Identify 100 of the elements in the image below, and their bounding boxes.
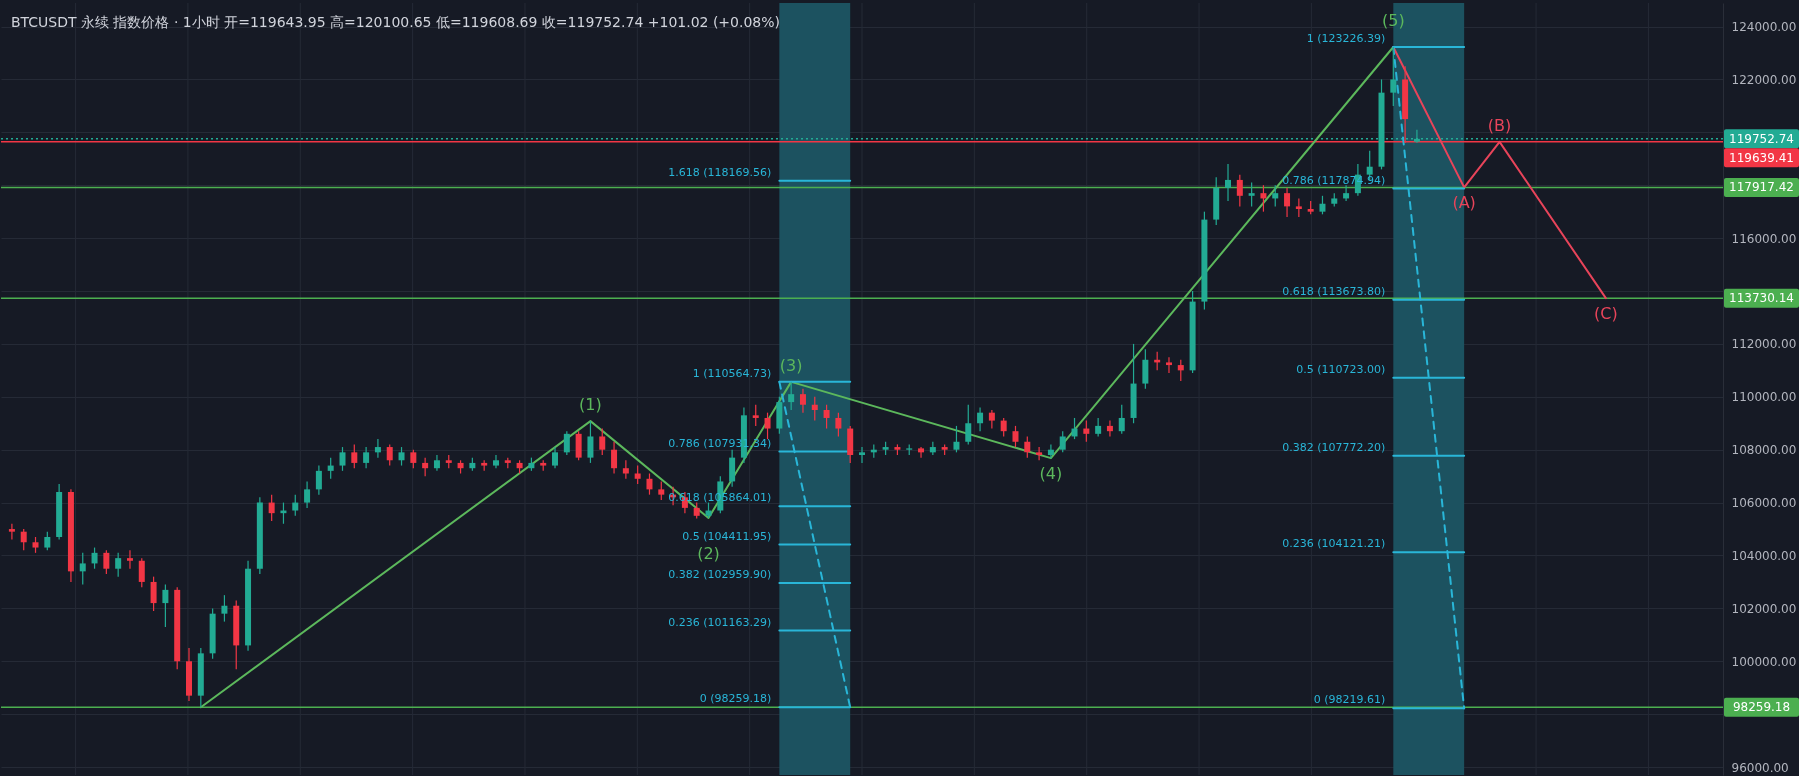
candlestick: [162, 583, 169, 628]
candlestick: [126, 549, 133, 570]
candlestick: [1284, 187, 1291, 218]
candlestick: [1319, 195, 1326, 215]
candlestick: [752, 404, 759, 427]
series-label: 0.236 (104121.21): [1282, 537, 1386, 551]
candlestick: [859, 446, 865, 464]
candlestick: [1036, 446, 1043, 461]
y-tick-label: 96000.00: [1731, 760, 1789, 775]
candlestick: [1012, 425, 1019, 448]
series-label: 0.5 (104411.95): [682, 529, 772, 543]
candlestick: [563, 430, 570, 456]
annotation: (4): [1039, 464, 1063, 484]
candlestick: [835, 412, 842, 438]
y-tick-label: 108000.00: [1731, 443, 1797, 458]
y-tick-label: 106000.00: [1731, 496, 1797, 511]
candlestick: [1236, 174, 1243, 207]
candlestick: [634, 464, 641, 485]
candlestick: [788, 381, 795, 411]
line-series: [199, 46, 1395, 709]
candlestick: [79, 552, 86, 586]
candlestick: [315, 464, 322, 496]
candlestick: [1024, 435, 1031, 459]
candlestick: [1225, 163, 1232, 202]
candlestick: [953, 425, 960, 453]
series-label: 0.382 (107772.20): [1282, 440, 1386, 454]
series-label: 1 (123226.39): [1306, 32, 1386, 45]
candlestick: [8, 523, 15, 541]
text: BTCUSDT 永续 指数价格 · 1小时 开=119643.95 高=120100.65 低=119608.69 收=119752.74 +101.02 (+0.08%): [11, 14, 781, 30]
y-tick-label: 122000.00: [1731, 72, 1797, 87]
series-label: 0.236 (101163.29): [668, 615, 772, 629]
candlestick: [1295, 197, 1302, 218]
series-label: 1.618 (118169.56): [668, 165, 772, 179]
candlestick: [811, 396, 818, 422]
candlestick: [965, 404, 972, 446]
candlestick: [351, 443, 358, 469]
series-label: 0 (98259.18): [699, 692, 772, 706]
candlestick: [363, 446, 370, 469]
candlestick: [292, 494, 299, 517]
candlestick: [988, 409, 995, 430]
candlestick: [658, 480, 665, 501]
candlestick: [1083, 420, 1090, 443]
series-label: 0.5 (110723.00): [1296, 362, 1386, 376]
series-label: 0.618 (113673.80): [1282, 284, 1386, 298]
y-tick-label: 102000.00: [1731, 601, 1797, 616]
candlestick: [764, 412, 771, 440]
candlestick: [1095, 417, 1102, 438]
y-tick-label: 110000.00: [1731, 390, 1797, 405]
annotation: (A): [1452, 193, 1476, 213]
line-series: [1392, 46, 1607, 300]
candlestick: [20, 528, 27, 551]
candlestick: [823, 404, 830, 430]
candlestick: [1118, 404, 1125, 435]
candlestick: [268, 494, 275, 522]
candlestick: [304, 480, 311, 509]
ref-line-label: 98259.18: [1732, 700, 1791, 715]
annotation: (1): [579, 395, 602, 415]
y-tick-label: 100000.00: [1731, 654, 1797, 669]
series-label: 1 (110564.73): [692, 366, 772, 380]
candlestick: [799, 388, 806, 414]
candlestick: [599, 427, 606, 456]
annotation: (B): [1487, 115, 1512, 135]
candlestick: [339, 446, 346, 472]
candlestick: [1248, 181, 1255, 207]
candlestick: [91, 546, 98, 570]
candlestick: [422, 457, 429, 477]
candlestick: [918, 446, 925, 459]
annotation: (2): [697, 543, 720, 563]
candlestick: [1390, 46, 1397, 107]
y-tick-label: 124000.00: [1731, 20, 1797, 35]
candlestick: [552, 446, 559, 469]
candlestick: [1177, 359, 1184, 382]
candlestick: [729, 449, 736, 488]
candlestick: [611, 441, 618, 475]
ref-line-label: 117917.42: [1729, 180, 1794, 195]
candlestick: [398, 446, 405, 467]
candlestick: [115, 552, 122, 578]
y-tick-label: 116000.00: [1731, 231, 1797, 246]
ref-line-label: 113730.14: [1729, 291, 1794, 306]
candlestick: [386, 443, 393, 467]
candlestick: [150, 576, 157, 612]
ref-line-label: 119639.41: [1729, 150, 1794, 165]
candlestick: [1000, 417, 1007, 438]
candlestick: [977, 406, 984, 432]
candlestick: [221, 594, 228, 623]
candlestick: [575, 430, 582, 461]
candlestick: [622, 459, 629, 480]
candlestick: [587, 420, 594, 464]
candlestick: [1047, 443, 1054, 459]
annotation: (3): [779, 355, 803, 375]
candlestick: [1142, 348, 1149, 390]
candlestick: [1059, 430, 1066, 453]
candlestick: [1343, 184, 1350, 202]
candlestick: [1165, 356, 1172, 374]
candlestick: [1106, 420, 1113, 438]
candlestick: [410, 449, 417, 469]
y-tick-label: 104000.00: [1731, 548, 1797, 563]
candlestick: [103, 549, 110, 575]
series-label: 0.382 (102959.90): [668, 567, 772, 581]
candlestick: [1272, 184, 1279, 207]
